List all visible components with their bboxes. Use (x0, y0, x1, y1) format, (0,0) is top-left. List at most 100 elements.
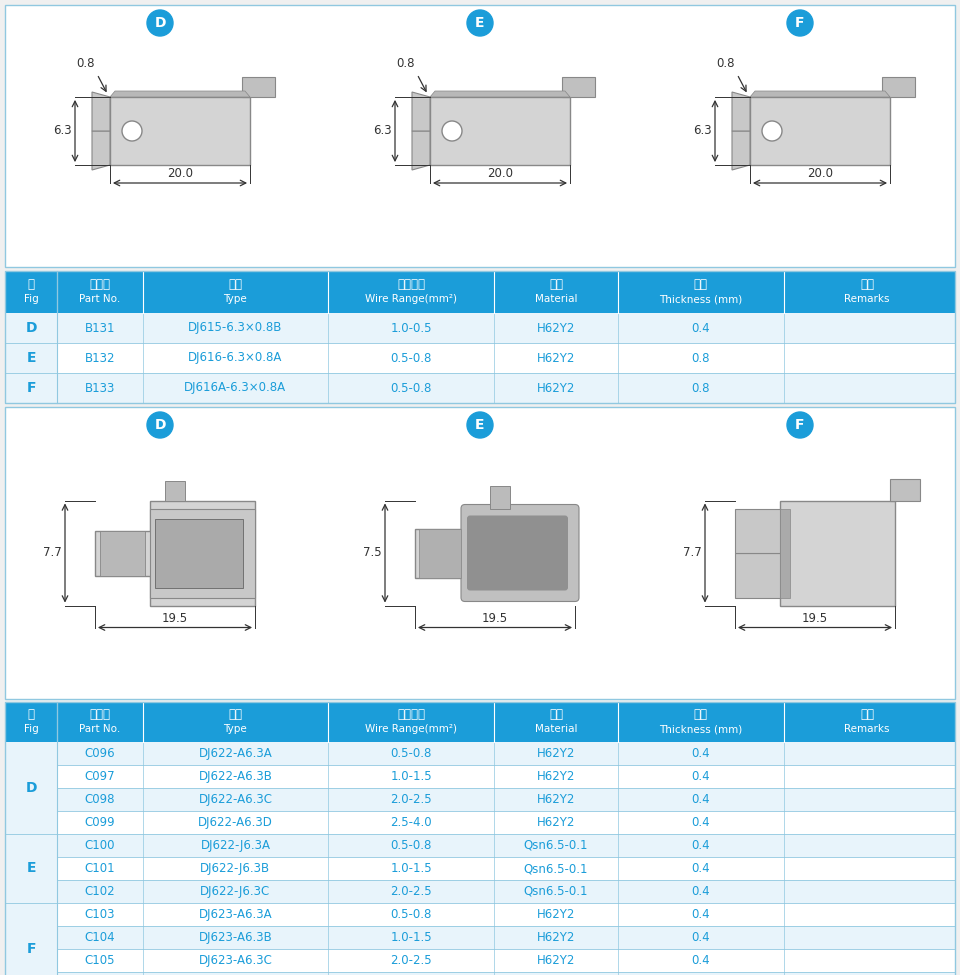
Polygon shape (430, 97, 570, 165)
Text: C096: C096 (84, 747, 115, 760)
Text: 0.4: 0.4 (691, 816, 710, 829)
Text: 0.5-0.8: 0.5-0.8 (391, 839, 432, 852)
FancyBboxPatch shape (5, 373, 58, 403)
Text: Part No.: Part No. (80, 294, 121, 304)
Text: F: F (26, 381, 36, 395)
Text: C101: C101 (84, 862, 115, 875)
Text: 零件号: 零件号 (89, 279, 110, 292)
Text: 0.4: 0.4 (691, 908, 710, 921)
Text: H62Y2: H62Y2 (537, 954, 575, 967)
Circle shape (442, 121, 462, 141)
Text: DJ616-6.3×0.8A: DJ616-6.3×0.8A (188, 352, 282, 365)
Text: H62Y2: H62Y2 (537, 381, 575, 395)
Text: DJ622-J6.3C: DJ622-J6.3C (201, 885, 271, 898)
Text: 型号: 型号 (228, 709, 242, 722)
Text: 型号: 型号 (228, 279, 242, 292)
Polygon shape (110, 97, 250, 165)
Polygon shape (412, 131, 430, 170)
Text: 6.3: 6.3 (693, 125, 712, 137)
FancyBboxPatch shape (5, 343, 58, 373)
FancyBboxPatch shape (5, 788, 955, 811)
Text: 0.4: 0.4 (691, 770, 710, 783)
Text: 适用电线: 适用电线 (397, 279, 425, 292)
Text: 备注: 备注 (860, 279, 875, 292)
Polygon shape (780, 500, 895, 605)
FancyBboxPatch shape (5, 903, 58, 975)
Text: E: E (475, 418, 485, 432)
Circle shape (787, 10, 813, 36)
Text: C100: C100 (84, 839, 115, 852)
Polygon shape (735, 509, 780, 553)
Text: 20.0: 20.0 (487, 167, 513, 180)
Text: 19.5: 19.5 (802, 611, 828, 625)
FancyBboxPatch shape (5, 343, 955, 373)
Text: DJ622-A6.3A: DJ622-A6.3A (199, 747, 273, 760)
Polygon shape (100, 530, 145, 575)
Text: 20.0: 20.0 (167, 167, 193, 180)
Text: 19.5: 19.5 (482, 611, 508, 625)
Polygon shape (165, 481, 185, 500)
Text: D: D (155, 16, 166, 30)
Text: DJ623-A6.3A: DJ623-A6.3A (199, 908, 273, 921)
Polygon shape (110, 91, 250, 97)
Text: 0.8: 0.8 (691, 352, 710, 365)
Text: 7.5: 7.5 (364, 547, 382, 560)
FancyBboxPatch shape (155, 519, 243, 588)
Text: H62Y2: H62Y2 (537, 352, 575, 365)
Polygon shape (780, 509, 790, 598)
Text: DJ622-J6.3B: DJ622-J6.3B (201, 862, 271, 875)
Circle shape (787, 412, 813, 438)
Text: F: F (795, 418, 804, 432)
Text: 适用电线: 适用电线 (397, 709, 425, 722)
Polygon shape (412, 92, 430, 131)
Polygon shape (882, 77, 915, 97)
Text: DJ623-A6.3C: DJ623-A6.3C (199, 954, 273, 967)
FancyBboxPatch shape (5, 407, 955, 699)
Text: 1.0-1.5: 1.0-1.5 (391, 862, 432, 875)
Text: H62Y2: H62Y2 (537, 908, 575, 921)
Text: Qsn6.5-0.1: Qsn6.5-0.1 (524, 885, 588, 898)
Text: Wire Range(mm²): Wire Range(mm²) (365, 724, 457, 734)
Text: Fig: Fig (24, 294, 38, 304)
Circle shape (122, 121, 142, 141)
FancyBboxPatch shape (461, 504, 579, 602)
FancyBboxPatch shape (5, 880, 955, 903)
Text: Thickness (mm): Thickness (mm) (660, 724, 742, 734)
FancyBboxPatch shape (5, 742, 955, 765)
FancyBboxPatch shape (150, 509, 255, 598)
Text: 0.4: 0.4 (691, 747, 710, 760)
Text: Qsn6.5-0.1: Qsn6.5-0.1 (524, 839, 588, 852)
Text: 0.8: 0.8 (396, 57, 415, 70)
Text: 0.5-0.8: 0.5-0.8 (391, 908, 432, 921)
Text: DJ622-A6.3C: DJ622-A6.3C (199, 793, 273, 806)
FancyBboxPatch shape (5, 5, 955, 267)
Polygon shape (92, 92, 110, 131)
Text: 2.0-2.5: 2.0-2.5 (391, 793, 432, 806)
Text: 0.4: 0.4 (691, 839, 710, 852)
Text: 材料: 材料 (549, 709, 563, 722)
Text: Material: Material (535, 294, 577, 304)
Polygon shape (92, 131, 110, 170)
Text: 0.5-0.8: 0.5-0.8 (391, 381, 432, 395)
Text: H62Y2: H62Y2 (537, 322, 575, 334)
Text: Remarks: Remarks (845, 724, 890, 734)
Text: Fig: Fig (24, 724, 38, 734)
Text: 7.7: 7.7 (684, 547, 702, 560)
Text: Thickness (mm): Thickness (mm) (660, 294, 742, 304)
FancyBboxPatch shape (5, 926, 955, 949)
Polygon shape (242, 77, 275, 97)
Text: D: D (25, 781, 36, 795)
Text: F: F (26, 942, 36, 956)
Text: 0.4: 0.4 (691, 931, 710, 944)
Text: Type: Type (224, 294, 248, 304)
Text: C105: C105 (84, 954, 115, 967)
Text: 6.3: 6.3 (373, 125, 392, 137)
Polygon shape (562, 77, 595, 97)
Text: Wire Range(mm²): Wire Range(mm²) (365, 294, 457, 304)
Text: Material: Material (535, 724, 577, 734)
Text: 19.5: 19.5 (162, 611, 188, 625)
Polygon shape (890, 479, 920, 500)
Polygon shape (415, 509, 575, 598)
Text: C102: C102 (84, 885, 115, 898)
Text: B132: B132 (84, 352, 115, 365)
